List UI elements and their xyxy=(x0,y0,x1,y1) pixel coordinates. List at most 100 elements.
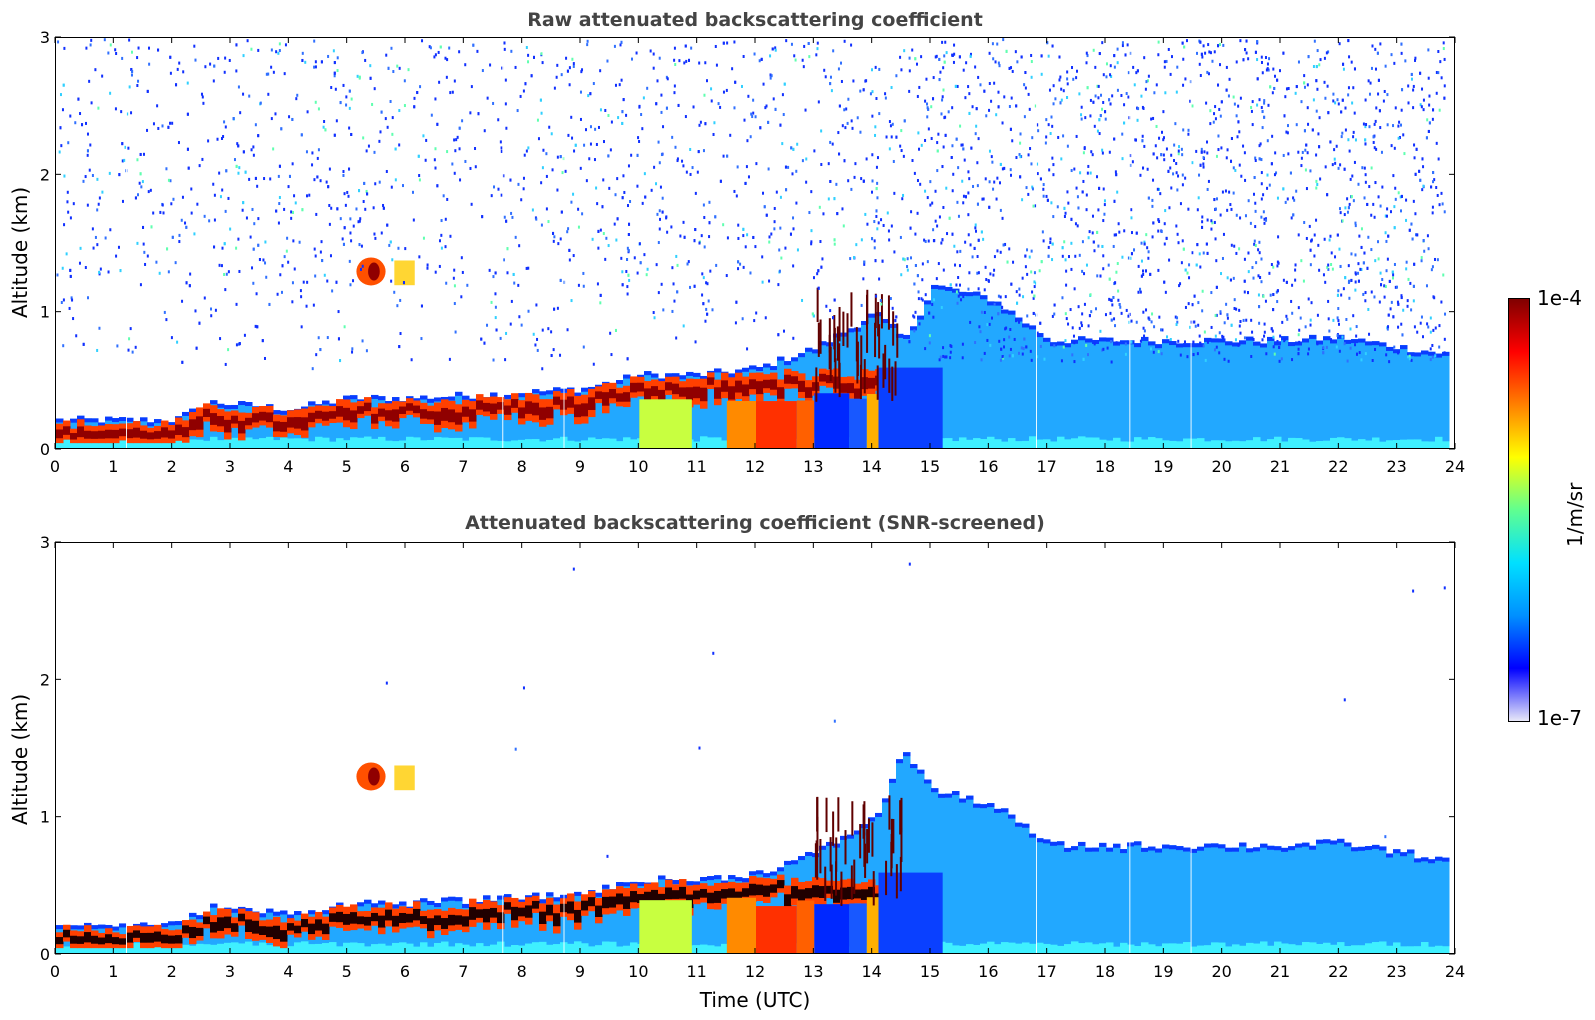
noise-pixel xyxy=(1214,334,1217,338)
noise-pixel xyxy=(1096,274,1099,278)
noise-pixel xyxy=(426,263,429,267)
boundary-layer-core xyxy=(231,923,239,932)
noise-pixel xyxy=(570,200,573,204)
noise-pixel xyxy=(871,190,874,194)
surface-band xyxy=(84,439,92,448)
noise-pixel xyxy=(808,211,811,215)
boundary-layer-core xyxy=(357,406,365,414)
noise-pixel xyxy=(875,165,878,169)
layer-top-edge xyxy=(1358,846,1366,851)
noise-pixel xyxy=(186,112,189,116)
noise-pixel xyxy=(1342,62,1345,66)
noise-pixel xyxy=(961,179,964,183)
noise-pixel xyxy=(540,223,543,227)
noise-pixel xyxy=(1233,306,1236,310)
noise-pixel xyxy=(327,54,330,58)
noise-pixel xyxy=(1271,134,1274,138)
noise-pixel xyxy=(1009,127,1012,131)
noise-pixel xyxy=(976,202,979,206)
layer-top-edge xyxy=(210,400,218,405)
noise-pixel xyxy=(1028,107,1031,111)
noise-pixel xyxy=(1266,62,1269,66)
layer-top-edge xyxy=(385,401,393,406)
noise-pixel xyxy=(567,133,570,137)
noise-pixel xyxy=(1263,322,1266,326)
noise-pixel xyxy=(1438,324,1441,328)
noise-pixel xyxy=(1272,293,1275,297)
noise-pixel xyxy=(1137,264,1140,268)
noise-pixel xyxy=(620,256,623,260)
noise-pixel xyxy=(330,86,333,90)
noise-pixel xyxy=(1261,71,1264,75)
noise-pixel xyxy=(919,182,922,186)
noise-pixel xyxy=(785,39,788,43)
boundary-layer-core xyxy=(259,411,267,421)
noise-pixel xyxy=(477,112,480,116)
noise-pixel xyxy=(985,114,988,118)
noise-pixel xyxy=(176,340,179,344)
noise-pixel xyxy=(1233,298,1236,302)
surface-band xyxy=(343,942,351,953)
noise-pixel xyxy=(514,235,517,239)
noise-pixel xyxy=(92,246,95,250)
layer-top-edge xyxy=(147,422,155,427)
noise-pixel xyxy=(1374,259,1377,263)
noise-pixel xyxy=(1283,338,1286,342)
layer-top-edge xyxy=(1302,842,1310,847)
noise-pixel xyxy=(750,112,753,116)
noise-pixel xyxy=(358,75,361,79)
noise-pixel xyxy=(1036,331,1039,335)
noise-pixel xyxy=(1428,103,1431,107)
noise-pixel xyxy=(1412,299,1415,303)
noise-pixel xyxy=(557,242,560,246)
aerosol-column xyxy=(1015,317,1023,448)
noise-pixel xyxy=(942,205,945,209)
noise-pixel xyxy=(79,112,82,116)
surface-band xyxy=(1358,439,1366,448)
noise-pixel xyxy=(1400,294,1403,298)
noise-pixel xyxy=(1327,50,1330,54)
noise-pixel xyxy=(1056,205,1059,209)
noise-pixel xyxy=(671,309,674,313)
noise-pixel xyxy=(1188,276,1191,280)
aerosol-column xyxy=(623,374,631,448)
noise-pixel xyxy=(1019,155,1022,159)
noise-pixel xyxy=(655,102,658,106)
noise-pixel xyxy=(1218,107,1221,111)
noise-pixel xyxy=(136,158,139,162)
noise-pixel xyxy=(1269,85,1272,89)
boundary-layer-core xyxy=(245,919,253,932)
noise-pixel xyxy=(582,345,585,349)
noise-pixel xyxy=(1094,65,1097,69)
noise-pixel xyxy=(1286,197,1289,201)
noise-pixel xyxy=(499,336,502,340)
noise-pixel xyxy=(1431,211,1434,215)
noise-pixel xyxy=(1337,307,1340,311)
noise-pixel xyxy=(1163,222,1166,226)
noise-pixel xyxy=(1161,328,1164,332)
surface-band xyxy=(357,437,365,448)
layer-top-edge xyxy=(1106,337,1114,342)
noise-pixel xyxy=(1266,173,1269,177)
noise-pixel xyxy=(1115,270,1118,274)
noise-pixel xyxy=(1429,347,1432,351)
noise-pixel xyxy=(286,236,289,240)
layer-top-edge xyxy=(1274,846,1282,851)
noise-pixel xyxy=(967,287,970,291)
noise-pixel xyxy=(1018,293,1021,297)
noise-pixel xyxy=(719,105,722,109)
boundary-layer-core xyxy=(112,429,120,439)
surface-band xyxy=(427,439,435,448)
surface-band xyxy=(385,945,393,953)
noise-pixel xyxy=(382,203,385,207)
noise-pixel xyxy=(147,190,150,194)
noise-pixel xyxy=(333,133,336,137)
layer-top-edge xyxy=(1057,841,1065,846)
noise-pixel xyxy=(331,289,334,293)
aerosol-column xyxy=(1337,334,1345,448)
noise-pixel xyxy=(1392,174,1395,178)
noise-pixel xyxy=(399,332,402,336)
noise-pixel xyxy=(969,54,972,58)
noise-pixel xyxy=(1304,325,1307,329)
noise-pixel xyxy=(1277,235,1280,239)
